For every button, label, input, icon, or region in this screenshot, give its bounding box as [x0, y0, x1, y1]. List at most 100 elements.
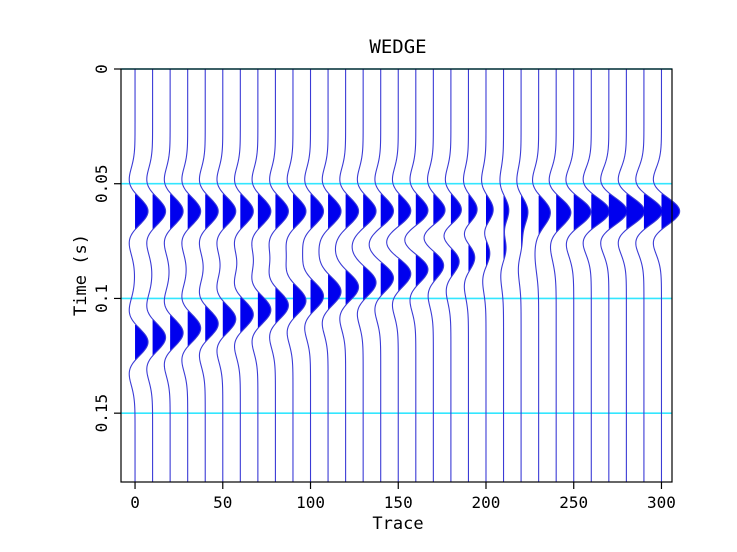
chart-title: WEDGE	[369, 36, 426, 58]
trace	[516, 69, 529, 482]
trace-line	[146, 69, 167, 482]
trace	[233, 69, 254, 482]
x-tick-label: 300	[647, 493, 676, 512]
trace-fill	[152, 194, 166, 357]
x-tick-label: 100	[296, 493, 325, 512]
trace	[617, 69, 646, 482]
trace-line	[334, 69, 360, 482]
trace	[386, 69, 412, 482]
trace-fill	[468, 194, 478, 273]
trace-fill	[485, 194, 494, 268]
trace	[368, 69, 395, 482]
trace	[146, 69, 167, 482]
trace-line	[285, 69, 307, 482]
trace	[635, 69, 663, 482]
trace-line	[635, 69, 663, 482]
trace-line	[302, 69, 325, 482]
trace-fill	[170, 194, 184, 352]
trace-line	[548, 69, 572, 482]
x-tick-label: 250	[559, 493, 588, 512]
y-tick-label: 0	[92, 64, 111, 74]
trace-fill	[450, 194, 462, 279]
trace	[481, 69, 494, 482]
trace	[268, 69, 289, 482]
trace	[251, 69, 272, 482]
trace-line	[128, 69, 149, 482]
trace	[404, 69, 429, 482]
trace-line	[582, 69, 611, 482]
trace-fill	[187, 194, 201, 348]
trace	[548, 69, 572, 482]
trace-line	[565, 69, 592, 482]
trace-line	[481, 69, 494, 482]
trace-fill	[398, 194, 411, 293]
trace-fill	[538, 195, 551, 236]
trace	[216, 69, 237, 482]
trace-fill	[310, 194, 324, 316]
trace-fill	[608, 194, 628, 231]
horizontal-grid	[121, 68, 672, 414]
trace	[198, 69, 219, 482]
trace-fill	[503, 195, 509, 261]
trace-line	[404, 69, 429, 482]
trace	[302, 69, 325, 482]
trace-line	[423, 69, 446, 482]
trace-fill	[380, 194, 394, 297]
trace-line	[600, 69, 628, 482]
trace	[285, 69, 307, 482]
trace	[443, 69, 462, 482]
trace-line	[617, 69, 646, 482]
trace-line	[163, 69, 184, 482]
trace-fill	[222, 194, 236, 338]
trace	[128, 69, 149, 482]
trace-line	[181, 69, 202, 482]
trace-line	[462, 69, 478, 482]
plot-frame	[120, 68, 673, 483]
x-axis-label: Trace	[372, 514, 423, 534]
trace-fill	[275, 194, 289, 324]
trace-fill	[573, 194, 591, 232]
trace	[334, 69, 360, 482]
x-tick-label: 50	[213, 493, 232, 512]
y-axis-ticks: 0 0.05 0.1 0.15	[92, 64, 121, 432]
trace-fill	[521, 195, 528, 250]
trace-line	[531, 69, 551, 482]
x-axis-ticks: 0 50 100 150 200 250 300	[130, 482, 676, 512]
trace	[351, 69, 377, 482]
trace	[531, 69, 551, 482]
trace-fill	[363, 194, 377, 302]
trace	[565, 69, 592, 482]
trace-fill	[415, 194, 428, 288]
trace-line	[386, 69, 412, 482]
trace-line	[652, 69, 681, 482]
trace-line	[318, 69, 342, 482]
trace-line	[268, 69, 289, 482]
x-tick-label: 0	[130, 493, 140, 512]
trace	[318, 69, 342, 482]
trace	[582, 69, 611, 482]
trace-fill	[591, 194, 610, 231]
x-tick-label: 150	[384, 493, 413, 512]
trace-fill	[556, 194, 571, 233]
trace-line	[351, 69, 377, 482]
trace-fill	[626, 194, 645, 231]
trace-fill	[240, 194, 254, 334]
trace-fill	[292, 194, 306, 320]
trace	[462, 69, 478, 482]
trace	[163, 69, 184, 482]
y-tick-label: 0.15	[92, 394, 111, 433]
trace-line	[198, 69, 219, 482]
trace-line	[368, 69, 395, 482]
trace	[499, 69, 510, 482]
trace	[600, 69, 628, 482]
trace-fill	[345, 194, 359, 306]
trace-fill	[661, 194, 680, 231]
x-tick-label: 200	[472, 493, 501, 512]
trace-fill	[135, 194, 149, 361]
trace-line	[516, 69, 529, 482]
y-tick-label: 0.05	[92, 164, 111, 203]
y-axis-label: Time (s)	[71, 234, 91, 316]
trace	[423, 69, 446, 482]
trace-line	[499, 69, 510, 482]
